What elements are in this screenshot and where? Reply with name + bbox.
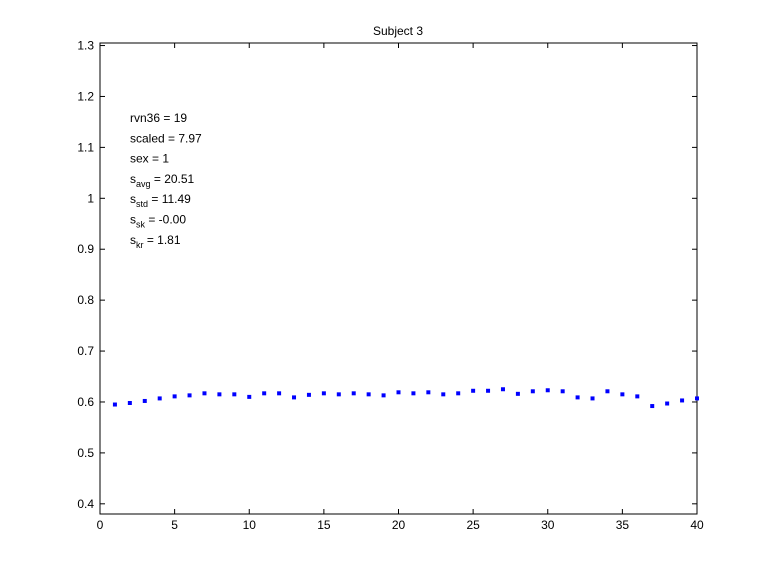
data-point	[590, 396, 595, 401]
data-point	[560, 389, 565, 394]
data-point	[441, 392, 446, 397]
data-point	[426, 390, 431, 395]
data-point	[292, 395, 297, 400]
x-tick-label: 30	[541, 518, 555, 532]
data-point	[545, 388, 550, 393]
annotation-line: sex = 1	[130, 152, 169, 166]
data-point	[650, 404, 655, 409]
x-tick-label: 0	[97, 518, 104, 532]
data-point	[321, 391, 326, 396]
annotation-line: ssk = -0.00	[130, 213, 186, 230]
y-tick-label: 0.4	[77, 497, 94, 511]
data-point	[217, 392, 222, 397]
data-point	[695, 396, 699, 401]
data-point	[665, 401, 670, 406]
data-point	[202, 391, 207, 396]
x-tick-label: 20	[392, 518, 406, 532]
x-tick-label: 25	[466, 518, 480, 532]
x-tick-label: 5	[171, 518, 178, 532]
y-tick-label: 0.9	[77, 242, 94, 256]
annotation-line: sstd = 11.49	[130, 192, 191, 209]
annotation-line: scaled = 7.97	[130, 131, 202, 145]
data-point	[351, 391, 356, 396]
stats-annotation: rvn36 = 19 scaled = 7.97 sex = 1 savg = 20.…	[130, 111, 202, 250]
y-tick-label: 1.2	[77, 89, 94, 103]
y-tick-label: 1.3	[77, 39, 94, 53]
data-point	[680, 398, 685, 403]
x-tick-label: 15	[317, 518, 331, 532]
data-point	[232, 392, 237, 397]
data-point	[530, 389, 535, 394]
x-tick-label: 10	[243, 518, 257, 532]
scatter-series	[112, 387, 699, 409]
data-point	[500, 387, 505, 392]
data-point	[187, 393, 192, 398]
data-point	[112, 402, 117, 407]
x-tick-label: 35	[616, 518, 630, 532]
data-point	[411, 391, 416, 396]
data-point	[142, 398, 147, 403]
y-tick-label: 0.6	[77, 395, 94, 409]
y-axis: 0.4 0.5 0.6 0.7 0.8 0.9 1 1.1 1.2 1.3	[77, 39, 697, 511]
y-tick-label: 1.1	[77, 140, 94, 154]
x-axis: 0 5 10 15 20 25 30 35 40	[97, 43, 704, 532]
data-point	[605, 389, 610, 394]
data-point	[456, 391, 461, 396]
data-point	[366, 392, 371, 397]
data-point	[575, 395, 580, 400]
data-point	[247, 394, 252, 399]
y-tick-label: 0.5	[77, 446, 94, 460]
data-point	[127, 400, 132, 405]
data-point	[620, 392, 625, 397]
data-point	[172, 394, 177, 399]
data-point	[157, 396, 162, 401]
data-point	[262, 391, 267, 396]
y-tick-label: 0.7	[77, 344, 94, 358]
data-point	[336, 392, 341, 397]
data-point	[486, 388, 491, 393]
annotation-line: skr = 1.81	[130, 233, 181, 250]
data-point	[471, 388, 476, 393]
data-point	[306, 392, 311, 397]
data-point	[635, 394, 640, 399]
annotation-line: savg = 20.51	[130, 172, 195, 189]
annotation-line: rvn36 = 19	[130, 111, 187, 125]
data-point	[396, 390, 401, 395]
chart-title: Subject 3	[373, 24, 423, 38]
data-point	[381, 393, 386, 398]
x-tick-label: 40	[690, 518, 704, 532]
plot-area	[99, 42, 698, 515]
data-point	[515, 391, 520, 396]
data-point	[277, 391, 282, 396]
y-tick-label: 1	[87, 191, 94, 205]
y-tick-label: 0.8	[77, 293, 94, 307]
